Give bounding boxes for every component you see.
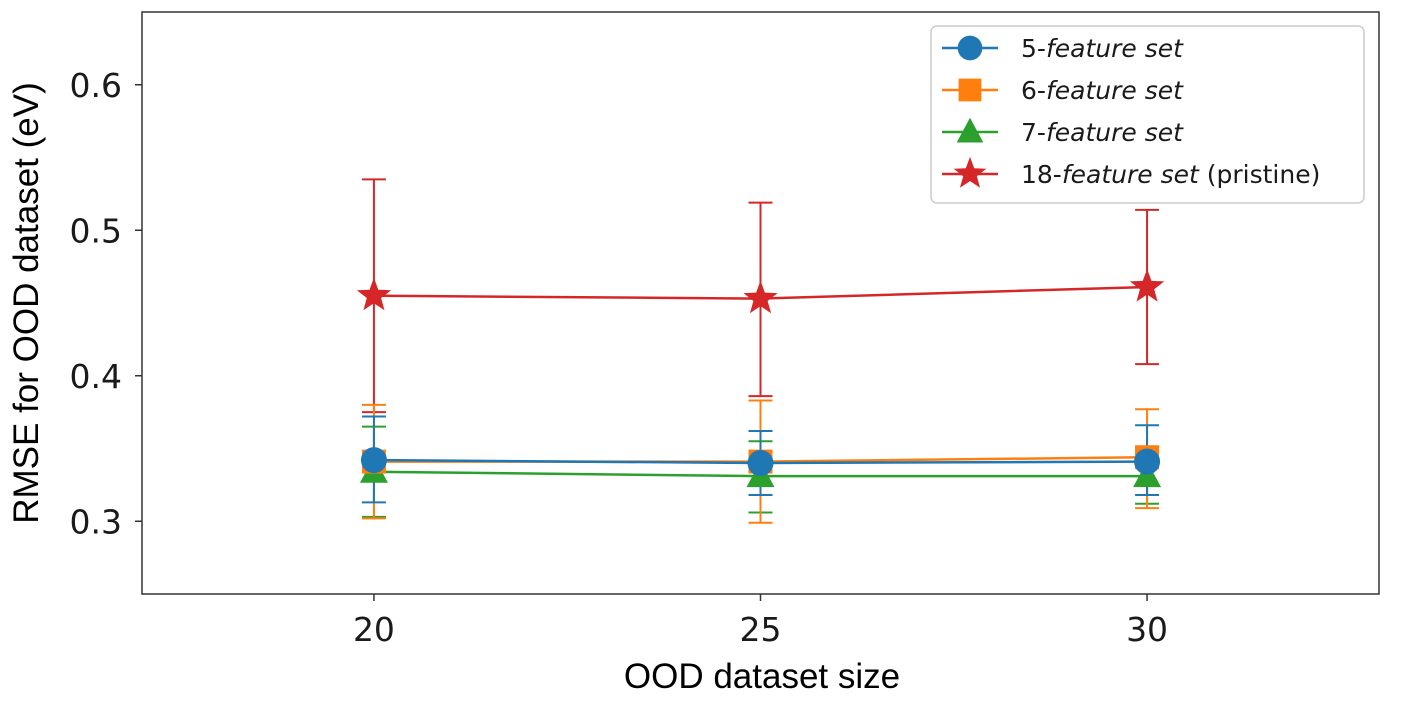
legend-entry-label: 5-feature set: [1021, 34, 1184, 63]
data-point: [360, 447, 387, 474]
legend: 5-feature set 6-feature set 7-feature set 1…: [930, 25, 1365, 204]
data-point: [747, 450, 774, 477]
x-axis-title: OOD dataset size: [624, 657, 900, 696]
legend-marker: [957, 35, 983, 61]
x-tick-label: 20: [353, 610, 395, 649]
y-axis-title: RMSE for OOD dataset (eV): [7, 82, 46, 524]
x-tick-label: 30: [1126, 610, 1168, 649]
legend-marker: [953, 156, 987, 188]
data-point: [356, 277, 392, 311]
legend-entry-label: 7-feature set: [1021, 118, 1184, 147]
legend-marker: [958, 78, 982, 102]
y-tick-label: 0.6: [70, 66, 122, 105]
y-tick-label: 0.5: [70, 211, 122, 250]
legend-entry-label: 6-feature set: [1021, 76, 1184, 105]
legend-frame: [930, 25, 1365, 204]
y-tick-label: 0.3: [70, 502, 122, 541]
y-tick-label: 0.4: [70, 357, 122, 396]
legend-entry-label: 18-feature set (pristine): [1021, 160, 1320, 189]
x-tick-label: 25: [740, 610, 782, 649]
data-point: [1129, 269, 1165, 302]
legend-marker: [956, 117, 984, 143]
data-point: [743, 280, 778, 314]
data-point: [1134, 448, 1161, 475]
